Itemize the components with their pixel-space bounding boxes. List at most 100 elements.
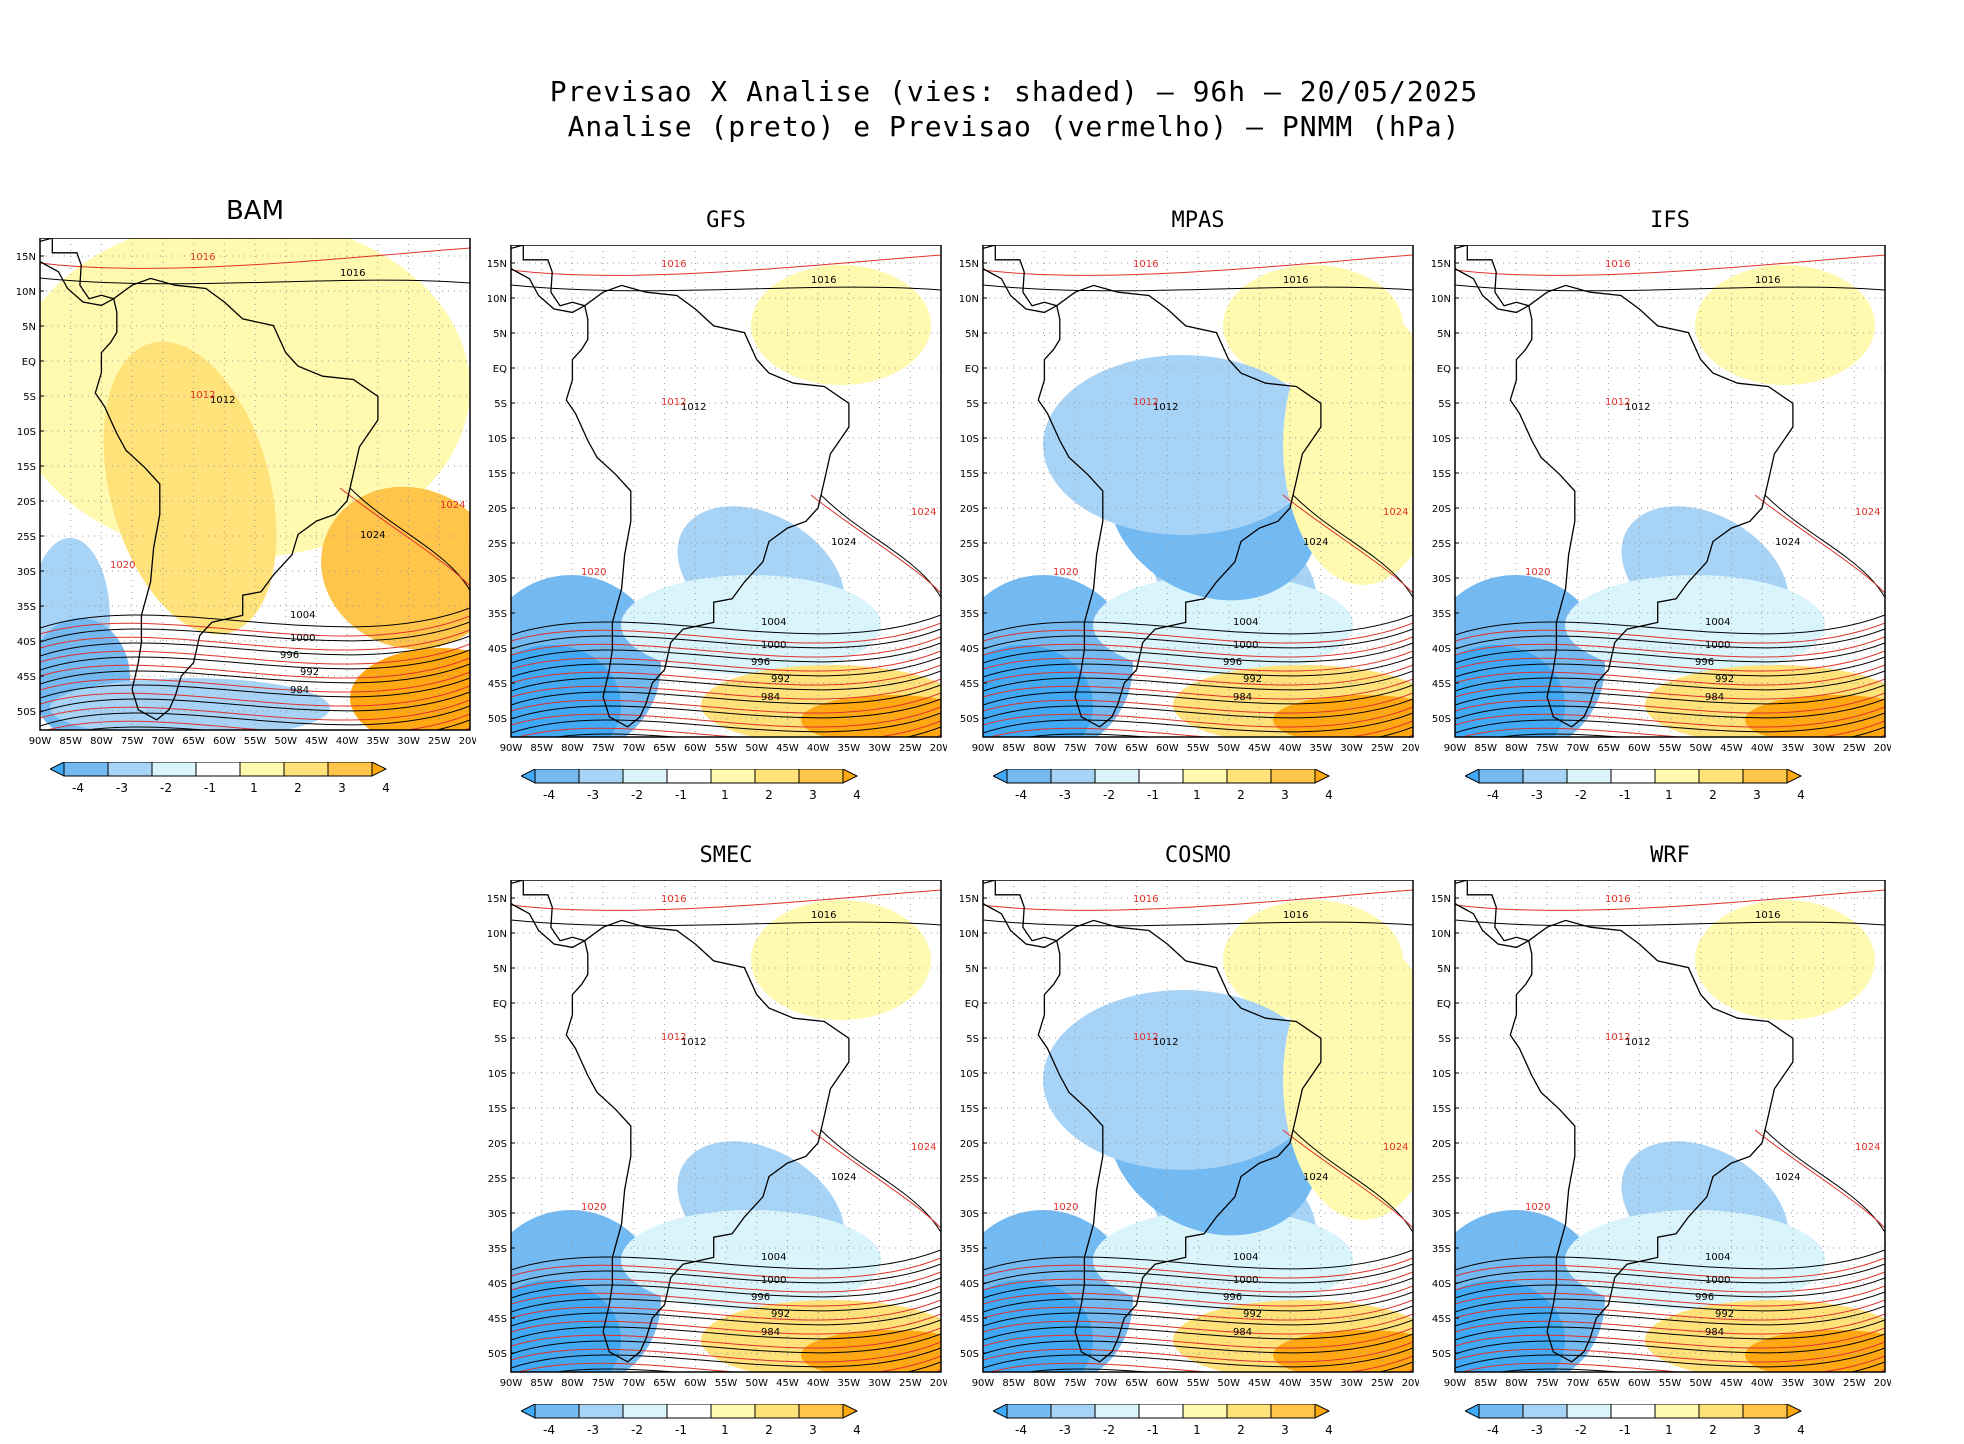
colorbar-label: 2 (765, 1423, 773, 1437)
colorbar-label: -2 (160, 781, 172, 795)
colorbar-swatch (666, 1404, 712, 1419)
bias-shading (1093, 575, 1353, 675)
forecast-contour (1455, 636, 1885, 658)
contour-label: 1012 (681, 1037, 706, 1048)
lat-tick-label: 10S (960, 1069, 979, 1080)
lon-tick-label: 75W (592, 743, 615, 754)
south-america-coast (1037, 919, 1322, 1363)
contour-label: 1012 (661, 397, 686, 408)
lon-tick-label: 55W (1659, 743, 1682, 754)
colorbar-label: -4 (1015, 788, 1027, 802)
bias-shading (1043, 990, 1323, 1170)
lon-tick-label: 75W (1536, 743, 1559, 754)
contour-label: 1012 (1605, 1032, 1630, 1043)
analysis-contour (1455, 684, 1885, 706)
lon-tick-label: 60W (213, 736, 236, 747)
colorbar-swatch (1522, 769, 1568, 784)
lon-tick-label: 45W (1720, 1378, 1743, 1389)
analysis-contour (1455, 284, 1885, 292)
colorbar-swatch (1698, 1404, 1744, 1419)
south-america-coast (1509, 284, 1794, 728)
lon-tick-label: 70W (1095, 1378, 1118, 1389)
colorbar-smec: -4 -3 -2 -1 1 2 3 4 (521, 1404, 861, 1437)
lat-tick-label: 30S (488, 1209, 507, 1220)
lon-tick-label: 80W (561, 1378, 584, 1389)
analysis-contour (1292, 1129, 1413, 1234)
bias-shading (1695, 900, 1875, 1020)
contour-label: 1000 (1233, 640, 1258, 651)
colorbar-swatch (1226, 769, 1272, 784)
lon-tick-label: 85W (1002, 743, 1025, 754)
lat-tick-label: 40S (960, 1279, 979, 1290)
lon-tick-label: 65W (1125, 1378, 1148, 1389)
colorbar-label: -3 (587, 788, 599, 802)
contour-label: 1020 (581, 1202, 606, 1213)
colorbar-label: 4 (1325, 788, 1333, 802)
contour-label: 1000 (290, 633, 315, 644)
colorbar-label: 2 (1709, 1423, 1717, 1437)
colorbar-label: -1 (675, 788, 687, 802)
lon-tick-label: 35W (367, 736, 390, 747)
contour-label: 1012 (1153, 402, 1178, 413)
lon-tick-label: 55W (1187, 1378, 1210, 1389)
forecast-contour (40, 671, 470, 693)
lat-tick-label: 20S (488, 1139, 507, 1150)
colorbar-swatch (1522, 1404, 1568, 1419)
forecast-contour (983, 254, 1413, 276)
colorbar-swatch (63, 762, 109, 777)
lon-tick-label: 80W (1505, 743, 1528, 754)
contour-label: 1004 (1705, 617, 1730, 628)
colorbar-ifs: -4 -3 -2 -1 1 2 3 4 (1465, 769, 1805, 802)
analysis-contour (1455, 614, 1885, 636)
colorbar-label: 4 (1325, 1423, 1333, 1437)
lat-tick-label: 15S (488, 469, 507, 480)
contour-label: 1020 (581, 567, 606, 578)
lon-tick-label: 20W (459, 736, 476, 747)
south-america-coast (94, 277, 379, 721)
lon-tick-label: 30W (868, 743, 891, 754)
forecast-contour (511, 1299, 941, 1321)
colorbar-label: -3 (116, 781, 128, 795)
forecast-contour (511, 1313, 941, 1335)
lon-tick-label: 80W (1033, 1378, 1056, 1389)
lat-tick-label: 50S (488, 714, 507, 725)
forecast-contour (45, 713, 470, 730)
lat-tick-label: 40S (1432, 644, 1451, 655)
lat-tick-label: 10S (960, 434, 979, 445)
analysis-contour (511, 1263, 941, 1285)
contour-label: 992 (1715, 674, 1734, 685)
lat-tick-label: 35S (17, 602, 36, 613)
lon-tick-label: 40W (336, 736, 359, 747)
contour-label: 1016 (661, 259, 686, 270)
colorbar-label: 3 (809, 1423, 817, 1437)
analysis-contour (983, 1319, 1413, 1341)
panel-title-bam: BAM (225, 196, 285, 226)
lat-tick-label: 50S (960, 1349, 979, 1360)
colorbar-swatch (1478, 769, 1524, 784)
lon-tick-label: 55W (244, 736, 267, 747)
analysis-contour (511, 712, 941, 734)
contour-label: 1016 (1133, 259, 1158, 270)
lat-tick-label: 50S (17, 707, 36, 718)
lat-tick-label: 30S (488, 574, 507, 585)
forecast-contour (983, 678, 1413, 700)
contour-label: 996 (751, 1292, 770, 1303)
lon-tick-label: 65W (653, 1378, 676, 1389)
colorbar-swatch (1610, 1404, 1656, 1419)
analysis-contour (983, 919, 1413, 927)
colorbar-label: 2 (765, 788, 773, 802)
lon-tick-label: 70W (623, 1378, 646, 1389)
colorbar-swatch (1006, 1404, 1052, 1419)
forecast-contour (988, 720, 1413, 737)
forecast-contour (511, 1327, 941, 1349)
lon-tick-label: 90W (972, 1378, 995, 1389)
lon-tick-label: 60W (1628, 1378, 1651, 1389)
bias-shading (321, 486, 470, 650)
lat-tick-label: 40S (488, 644, 507, 655)
bias-shading (1695, 265, 1875, 385)
lon-tick-label: 35W (1782, 743, 1805, 754)
analysis-contour (1455, 712, 1885, 734)
lat-tick-label: 20S (1432, 504, 1451, 515)
